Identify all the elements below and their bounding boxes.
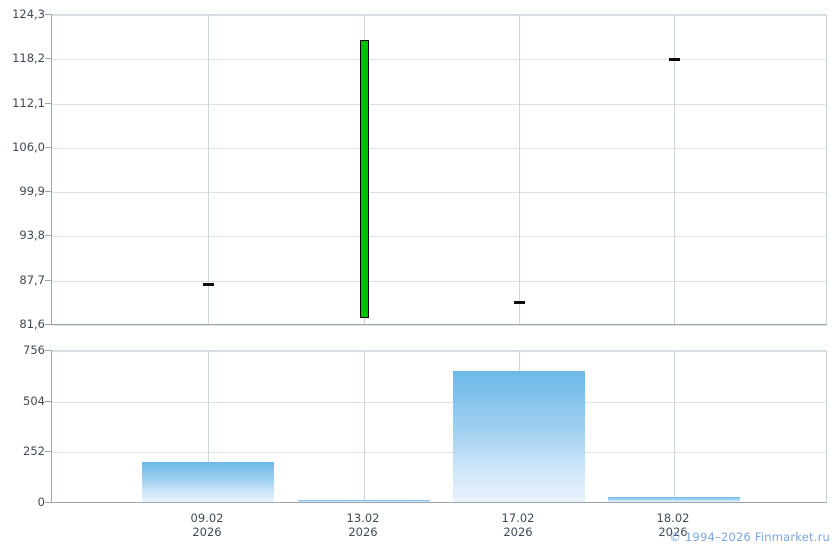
price-category-gridline [674, 15, 675, 324]
volume-gridline [52, 401, 826, 403]
volume-bar [142, 462, 274, 502]
volume-y-tick-mark [45, 502, 51, 503]
x-axis-date: 17.02 [501, 511, 535, 525]
volume-y-axis: 756 504 252 0 [0, 0, 51, 550]
x-axis-year: 2026 [192, 525, 222, 539]
price-y-tick-label: 99,9 [19, 184, 45, 199]
price-y-tick-label: 118,2 [12, 51, 45, 66]
x-axis-tick-label: 09.02 2026 [191, 511, 224, 539]
price-y-tick-label: 106,0 [12, 139, 45, 154]
price-y-tick-mark [45, 14, 51, 15]
price-y-tick-mark [45, 235, 51, 237]
volume-bar [453, 371, 585, 502]
candlestick [52, 15, 826, 324]
price-category-gridline [208, 15, 209, 324]
x-axis-date: 13.02 [346, 511, 380, 525]
candlestick-flat-marker [203, 282, 214, 286]
x-axis-tick-label: 18.02 2026 [657, 511, 690, 539]
price-y-axis: 124,3 118,2 112,1 106,0 99,9 93,8 87,7 81,6 [0, 0, 51, 550]
price-y-tick-mark [45, 102, 51, 104]
x-axis-year: 2026 [658, 525, 688, 539]
x-axis-year: 2026 [503, 525, 533, 539]
volume-gridline [52, 351, 826, 352]
volume-y-tick-mark [45, 451, 51, 453]
x-axis-year: 2026 [348, 525, 378, 539]
volume-y-tick-label: 252 [23, 444, 45, 459]
price-gridline [52, 236, 826, 238]
volume-y-tick-label: 504 [23, 393, 45, 408]
price-y-tick-mark [45, 146, 51, 148]
volume-y-tick-mark [45, 400, 51, 402]
price-y-tick-label: 81,6 [19, 317, 45, 331]
volume-y-tick-label: 0 [37, 495, 45, 509]
candlestick-flat-marker [514, 300, 525, 304]
price-gridline [52, 325, 826, 326]
price-y-tick-label: 93,8 [19, 228, 45, 243]
volume-category-gridline [364, 351, 365, 502]
price-chart-panel [51, 14, 827, 326]
x-axis-tick-label: 13.02 2026 [347, 511, 380, 539]
price-y-tick-label: 124,3 [12, 7, 45, 21]
price-y-tick-label: 87,7 [19, 272, 45, 287]
volume-y-tick-mark [45, 350, 51, 351]
candlestick-body [360, 39, 369, 319]
price-gridline [52, 280, 826, 282]
volume-chart-panel [51, 350, 827, 503]
price-y-tick-mark [45, 279, 51, 281]
x-axis-date: 18.02 [656, 511, 690, 525]
volume-category-gridline [208, 351, 209, 502]
x-axis-tick-label: 17.02 2026 [502, 511, 535, 539]
volume-gridline [52, 452, 826, 454]
volume-bar [608, 497, 740, 502]
price-gridline [52, 59, 826, 61]
x-axis-date: 09.02 [190, 511, 224, 525]
price-gridline [52, 103, 826, 105]
volume-plot-area [52, 351, 826, 502]
price-y-tick-mark [45, 191, 51, 193]
volume-category-gridline [674, 351, 675, 502]
price-gridline [52, 192, 826, 194]
price-gridline [52, 15, 826, 16]
candlestick [52, 15, 826, 324]
price-y-tick-label: 112,1 [12, 95, 45, 110]
candlestick [52, 15, 826, 324]
price-y-tick-mark [45, 58, 51, 60]
price-gridline [52, 147, 826, 149]
price-plot-area [52, 15, 826, 326]
price-category-gridline [519, 15, 520, 324]
x-axis: 09.02 2026 13.02 2026 17.02 2026 18.02 2026 [0, 505, 840, 543]
price-y-tick-mark [45, 324, 51, 325]
candlestick-flat-marker [669, 58, 680, 62]
candlestick [52, 15, 826, 324]
copyright-notice: © 1994–2026 Finmarket.ru [669, 530, 830, 544]
volume-y-tick-label: 756 [23, 343, 45, 357]
volume-bar [298, 500, 430, 502]
